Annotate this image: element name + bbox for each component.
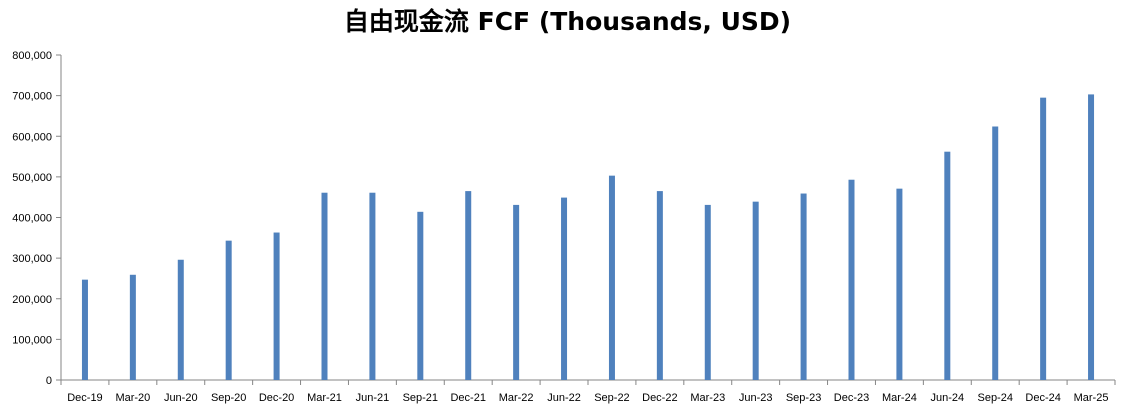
bar xyxy=(704,204,711,380)
bar xyxy=(1088,94,1095,380)
x-tick-label: Mar-23 xyxy=(690,392,725,404)
bar xyxy=(177,259,184,380)
x-tick-label: Mar-21 xyxy=(307,392,342,404)
y-tick-label: 0 xyxy=(46,375,52,387)
y-tick-label: 200,000 xyxy=(12,294,52,306)
x-tick-label: Jun-22 xyxy=(547,392,581,404)
bar xyxy=(561,197,568,380)
x-tick-label: Mar-20 xyxy=(115,392,150,404)
x-tick-label: Sep-23 xyxy=(786,392,821,404)
x-tick-label: Mar-22 xyxy=(499,392,534,404)
bar xyxy=(273,232,280,380)
bar xyxy=(800,193,807,380)
bar xyxy=(608,175,615,380)
x-tick-label: Jun-20 xyxy=(164,392,198,404)
x-tick-label: Jun-21 xyxy=(356,392,390,404)
y-tick-label: 500,000 xyxy=(12,172,52,184)
x-tick-label: Mar-24 xyxy=(882,392,917,404)
x-tick-label: Mar-25 xyxy=(1074,392,1109,404)
y-tick-label: 300,000 xyxy=(12,253,52,265)
bar xyxy=(321,192,328,380)
bar xyxy=(752,201,759,380)
bar xyxy=(81,279,88,380)
y-tick-label: 100,000 xyxy=(12,334,52,346)
bar xyxy=(656,191,663,380)
bar xyxy=(417,211,424,380)
bar xyxy=(369,192,376,380)
bar xyxy=(992,126,999,380)
bar xyxy=(465,191,472,380)
bar xyxy=(225,240,232,380)
y-tick-label: 800,000 xyxy=(12,50,52,62)
bar xyxy=(513,204,520,380)
y-tick-label: 600,000 xyxy=(12,131,52,143)
x-tick-label: Sep-24 xyxy=(977,392,1012,404)
y-tick-label: 400,000 xyxy=(12,213,52,225)
x-tick-label: Dec-22 xyxy=(642,392,677,404)
x-tick-label: Dec-23 xyxy=(834,392,869,404)
x-tick-label: Sep-21 xyxy=(403,392,438,404)
x-tick-label: Jun-24 xyxy=(930,392,964,404)
bar xyxy=(944,151,951,380)
x-tick-label: Jun-23 xyxy=(739,392,773,404)
x-tick-label: Dec-20 xyxy=(259,392,294,404)
bar xyxy=(896,188,903,380)
x-tick-label: Dec-21 xyxy=(450,392,485,404)
x-tick-label: Sep-20 xyxy=(211,392,246,404)
x-tick-label: Sep-22 xyxy=(594,392,629,404)
bar xyxy=(129,274,136,380)
chart-title: 自由现金流 FCF (Thousands, USD) xyxy=(343,7,792,36)
bar xyxy=(1040,97,1047,380)
x-tick-label: Dec-19 xyxy=(67,392,102,404)
y-tick-label: 700,000 xyxy=(12,91,52,103)
x-tick-label: Dec-24 xyxy=(1025,392,1060,404)
bar xyxy=(848,179,855,380)
